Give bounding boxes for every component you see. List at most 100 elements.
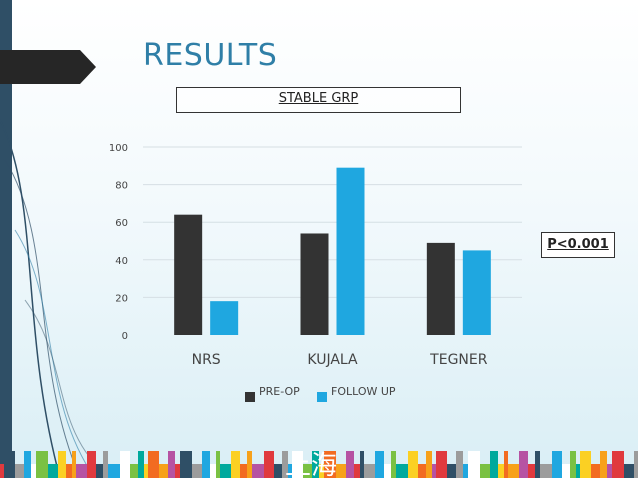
skyline-block bbox=[252, 464, 264, 478]
skyline-block bbox=[15, 464, 24, 478]
left-accent-rail bbox=[0, 0, 12, 478]
skyline-block bbox=[408, 451, 418, 478]
skyline-block bbox=[319, 464, 324, 478]
bars bbox=[174, 167, 491, 335]
skyline-block bbox=[292, 451, 303, 478]
skyline-block bbox=[504, 451, 508, 478]
skyline-banner: 上海 bbox=[0, 451, 638, 478]
bar-pre-op-kujala bbox=[300, 233, 329, 335]
skyline-block bbox=[240, 464, 247, 478]
legend: PRE-OP FOLLOW UP bbox=[245, 385, 396, 402]
skyline-block bbox=[436, 451, 447, 478]
skyline-block bbox=[58, 451, 66, 478]
skyline-block bbox=[324, 451, 336, 478]
skyline-block bbox=[216, 451, 220, 478]
skyline-block bbox=[130, 464, 138, 478]
legend-swatch bbox=[317, 392, 327, 402]
x-axis-labels: NRS KUJALA TEGNER bbox=[192, 352, 488, 368]
skyline-block bbox=[303, 464, 312, 478]
banner-text: 上海 bbox=[285, 451, 337, 478]
skyline-block bbox=[96, 464, 103, 478]
skyline-block bbox=[288, 464, 292, 478]
legend-label: PRE-OP bbox=[259, 385, 300, 398]
y-tick-label: 100 bbox=[109, 143, 128, 154]
skyline-block bbox=[76, 464, 87, 478]
skyline-block bbox=[103, 451, 108, 478]
skyline-block bbox=[138, 451, 144, 478]
skyline-block bbox=[624, 464, 634, 478]
bar-pre-op-tegner bbox=[426, 242, 455, 335]
y-tick-label: 20 bbox=[115, 293, 128, 304]
skyline-block bbox=[4, 451, 15, 478]
chart-subtitle-box: STABLE GRP bbox=[176, 87, 461, 113]
skyline-block bbox=[364, 464, 375, 478]
skyline-block bbox=[634, 451, 638, 478]
skyline-block bbox=[175, 464, 180, 478]
skyline-block bbox=[192, 464, 202, 478]
skyline-block bbox=[0, 464, 4, 478]
skyline-block bbox=[148, 451, 159, 478]
bar-follow-up-kujala bbox=[336, 167, 365, 335]
skyline-block bbox=[87, 451, 96, 478]
skyline-block bbox=[312, 451, 319, 478]
skyline-block bbox=[202, 451, 210, 478]
bar-follow-up-nrs bbox=[210, 301, 239, 335]
skyline-block bbox=[498, 464, 504, 478]
skyline-block bbox=[519, 451, 528, 478]
skyline-block bbox=[360, 451, 364, 478]
skyline-block bbox=[168, 451, 175, 478]
skyline-block bbox=[354, 464, 360, 478]
y-tick-label: 0 bbox=[122, 331, 128, 342]
x-category-label: TEGNER bbox=[429, 352, 488, 368]
skyline-block bbox=[463, 464, 468, 478]
skyline-block bbox=[562, 464, 570, 478]
skyline-block bbox=[528, 464, 535, 478]
bar-pre-op-nrs bbox=[174, 214, 203, 335]
skyline-block bbox=[447, 464, 456, 478]
skyline-block bbox=[612, 451, 624, 478]
bar-follow-up-tegner bbox=[462, 250, 491, 335]
skyline-block bbox=[396, 464, 408, 478]
bar-chart: 0 20 40 60 80 100 NRS KUJALA TEGNER PRE-OP FOLLO… bbox=[109, 143, 522, 402]
x-category-label: NRS bbox=[192, 352, 221, 368]
skyline-block bbox=[535, 451, 540, 478]
skyline-block bbox=[24, 451, 31, 478]
skyline-block bbox=[426, 451, 432, 478]
y-tick-label: 80 bbox=[115, 181, 128, 192]
chart-subtitle: STABLE GRP bbox=[278, 91, 359, 106]
grid-lines bbox=[143, 146, 522, 298]
skyline-block bbox=[66, 464, 72, 478]
skyline-block bbox=[456, 451, 463, 478]
skyline-block bbox=[432, 464, 436, 478]
y-tick-label: 60 bbox=[115, 218, 128, 229]
skyline-block bbox=[247, 451, 252, 478]
skyline-block bbox=[72, 451, 76, 478]
p-value-box: P<0.001 bbox=[541, 232, 615, 258]
y-tick-label: 40 bbox=[115, 256, 128, 267]
skyline-block bbox=[48, 464, 58, 478]
legend-label: FOLLOW UP bbox=[331, 385, 396, 398]
skyline-block bbox=[36, 451, 48, 478]
skyline-block bbox=[346, 451, 354, 478]
skyline-block bbox=[180, 451, 192, 478]
skyline-block bbox=[384, 464, 391, 478]
skyline-block bbox=[120, 451, 130, 478]
y-axis-ticks: 0 20 40 60 80 100 bbox=[109, 143, 128, 342]
skyline-block bbox=[607, 464, 612, 478]
skyline-block bbox=[580, 451, 591, 478]
skyline-block bbox=[282, 451, 288, 478]
skyline-block bbox=[231, 451, 240, 478]
skyline-block bbox=[418, 464, 426, 478]
x-category-label: KUJALA bbox=[307, 352, 358, 368]
skyline-block bbox=[159, 464, 168, 478]
skyline-block bbox=[375, 451, 384, 478]
skyline-block bbox=[108, 464, 120, 478]
skyline-block bbox=[570, 451, 576, 478]
skyline-block bbox=[468, 451, 480, 478]
skyline-block bbox=[264, 451, 274, 478]
slide-title: RESULTS bbox=[143, 38, 278, 73]
skyline-block bbox=[480, 464, 490, 478]
skyline-block bbox=[552, 451, 562, 478]
skyline-block bbox=[591, 464, 600, 478]
skyline-block bbox=[220, 464, 231, 478]
